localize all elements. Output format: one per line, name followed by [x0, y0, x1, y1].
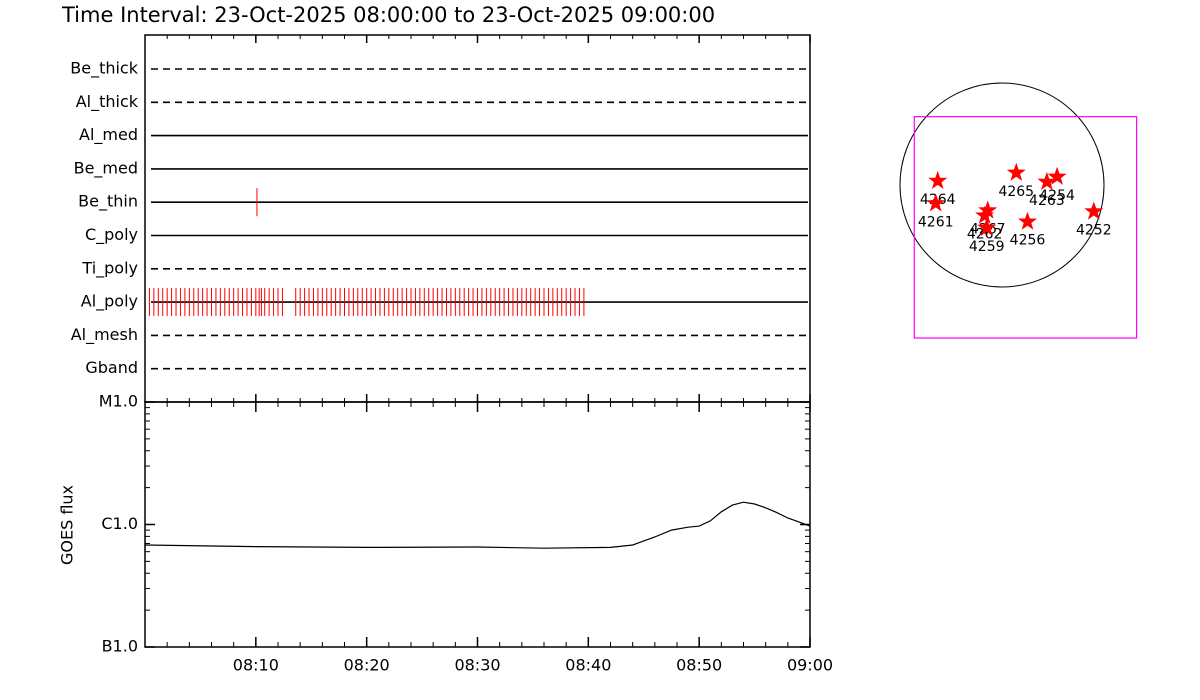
filter-label: Be_thin	[78, 192, 138, 212]
filter-label: Ti_poly	[81, 258, 138, 278]
region-label: 4259	[969, 239, 1005, 255]
region-label: 4252	[1076, 223, 1112, 239]
field-of-view	[913, 116, 1138, 339]
region-label: 4256	[1010, 233, 1046, 249]
filter-label: Be_thick	[70, 59, 138, 79]
region-star	[928, 170, 948, 189]
x-tick-label: 08:20	[344, 656, 390, 675]
filter-label: Be_med	[74, 158, 138, 178]
x-tick-label: 09:00	[787, 656, 833, 675]
filter-label: C_poly	[85, 225, 138, 245]
region-star	[975, 205, 995, 224]
y-tick-label: C1.0	[101, 514, 138, 533]
x-tick-label: 08:30	[454, 656, 500, 675]
goes-frame	[144, 401, 811, 648]
y-tick-label: B1.0	[102, 637, 138, 656]
region-star	[978, 200, 998, 219]
chart-title: Time Interval: 23-Oct-2025 08:00:00 to 2…	[61, 3, 715, 27]
x-tick-label: 08:10	[233, 656, 279, 675]
filter-label: Al_mesh	[71, 325, 138, 345]
filter-label: Al_thick	[76, 92, 139, 112]
timeline-frame	[144, 34, 811, 403]
region-star	[1047, 166, 1067, 185]
region-star	[1018, 211, 1037, 230]
x-tick-label: 08:40	[565, 656, 611, 675]
region-star	[977, 217, 997, 236]
filter-label: Gband	[85, 358, 138, 377]
region-label: 4262	[967, 227, 1003, 243]
region-star	[1037, 171, 1057, 190]
region-star	[926, 193, 946, 212]
region-label: 4261	[918, 214, 954, 230]
y-axis-label: GOES flux	[58, 485, 77, 565]
region-star	[1006, 162, 1026, 181]
filter-label: Al_med	[79, 125, 138, 145]
solar-disk	[899, 82, 1105, 288]
region-label: 4265	[998, 184, 1034, 200]
goes-curve	[144, 501, 811, 549]
x-tick-label: 08:50	[676, 656, 722, 675]
y-tick-label: M1.0	[99, 392, 138, 411]
region-label: 4263	[1029, 193, 1065, 209]
region-star	[1084, 201, 1104, 220]
region-label: 4254	[1039, 188, 1075, 204]
filter-label: Al_poly	[81, 292, 138, 312]
